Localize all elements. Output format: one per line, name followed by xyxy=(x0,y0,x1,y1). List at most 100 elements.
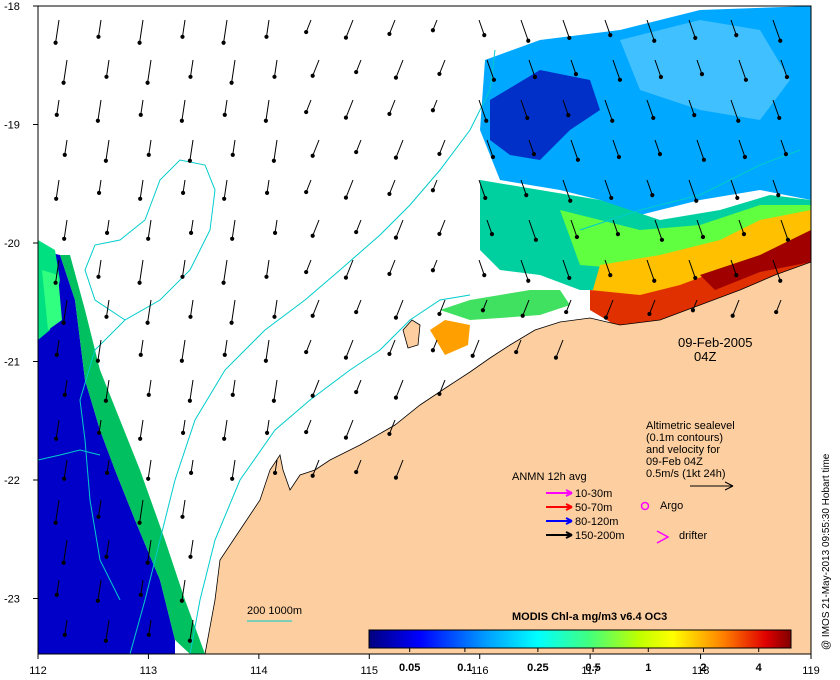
velocity-arrow xyxy=(646,179,655,198)
velocity-arrow xyxy=(520,299,530,318)
velocity-arrow xyxy=(562,19,572,41)
velocity-arrow xyxy=(272,459,278,475)
velocity-arrow xyxy=(688,19,698,41)
velocity-arrow xyxy=(343,339,354,360)
lon-tick-label: 114 xyxy=(250,665,268,677)
velocity-arrow xyxy=(780,139,789,157)
velocity-arrow xyxy=(187,139,194,163)
velocity-arrow xyxy=(222,419,228,441)
velocity-arrow xyxy=(304,339,312,355)
velocity-arrow xyxy=(646,259,657,283)
velocity-arrow xyxy=(272,59,278,79)
velocity-arrow xyxy=(393,139,404,160)
velocity-arrow xyxy=(310,59,320,78)
velocity-arrow xyxy=(187,619,194,643)
velocity-arrow xyxy=(138,179,144,201)
time-label: 04Z xyxy=(694,349,716,364)
velocity-arrow xyxy=(179,579,186,603)
svg-text:200 1000m: 200 1000m xyxy=(247,605,302,617)
velocity-arrow xyxy=(646,99,656,121)
velocity-arrow xyxy=(478,99,489,123)
velocity-arrow xyxy=(437,139,446,157)
velocity-arrow xyxy=(272,299,278,319)
velocity-arrow xyxy=(730,99,741,123)
velocity-arrow xyxy=(188,219,194,235)
velocity-arrow xyxy=(271,139,278,163)
colorbar-tick-label: 0.5 xyxy=(585,662,600,674)
colorbar-tick-label: 1 xyxy=(645,662,651,674)
lat-tick-label: -18 xyxy=(4,1,20,13)
colorbar-tick-label: 2 xyxy=(700,662,706,674)
velocity-arrow xyxy=(310,139,320,158)
velocity-arrow xyxy=(304,19,312,35)
velocity-arrow xyxy=(603,299,614,320)
velocity-arrow xyxy=(564,299,572,315)
velocity-arrow xyxy=(62,619,68,637)
velocity-arrow xyxy=(738,59,749,82)
velocity-arrow xyxy=(104,459,110,475)
svg-text:50-70m: 50-70m xyxy=(575,502,612,514)
svg-text:(0.1m contours): (0.1m contours) xyxy=(646,432,723,444)
velocity-arrow xyxy=(437,59,446,77)
velocity-arrow xyxy=(393,299,404,320)
velocity-arrow xyxy=(103,619,110,643)
velocity-arrow xyxy=(688,259,698,281)
velocity-arrow xyxy=(354,139,362,155)
velocity-arrow xyxy=(343,179,354,200)
velocity-arrow xyxy=(138,579,144,597)
velocity-arrow xyxy=(96,499,102,519)
velocity-arrow xyxy=(437,299,446,317)
velocity-arrow xyxy=(188,459,194,475)
velocity-arrow xyxy=(528,219,539,242)
velocity-arrow xyxy=(230,139,236,157)
velocity-arrow xyxy=(612,59,623,82)
velocity-arrow xyxy=(387,419,396,437)
velocity-arrow xyxy=(772,179,781,198)
velocity-arrow xyxy=(54,339,60,357)
velocity-arrow xyxy=(730,179,740,201)
velocity-arrow xyxy=(478,179,488,201)
svg-text:09-Feb 04Z: 09-Feb 04Z xyxy=(646,456,703,468)
velocity-arrow xyxy=(54,99,60,117)
velocity-arrow xyxy=(570,219,580,240)
land-mass xyxy=(204,261,811,654)
velocity-arrow xyxy=(138,99,144,117)
velocity-arrow xyxy=(180,419,186,435)
drifter-legend: drifter xyxy=(656,530,707,544)
longitude-axis: 112 113 114 115 116 117 118 119 xyxy=(29,654,820,677)
velocity-arrow xyxy=(393,459,404,480)
velocity-arrow xyxy=(53,499,60,525)
velocity-arrow xyxy=(230,379,236,397)
velocity-arrow xyxy=(393,219,404,240)
velocity-arrow xyxy=(437,379,446,397)
velocity-arrow xyxy=(310,459,320,478)
velocity-arrow xyxy=(62,219,68,241)
velocity-arrow xyxy=(354,59,362,75)
velocity-arrow xyxy=(221,19,228,45)
velocity-arrow xyxy=(62,459,68,481)
lat-tick-label: -21 xyxy=(4,357,20,369)
velocity-arrow xyxy=(264,179,270,195)
velocity-arrow xyxy=(520,19,531,43)
velocity-arrow xyxy=(264,259,270,279)
velocity-arrow xyxy=(222,99,228,117)
velocity-arrow xyxy=(730,259,739,278)
velocity-arrow xyxy=(138,339,144,357)
velocity-arrow xyxy=(430,339,438,353)
velocity-arrow xyxy=(62,379,68,397)
velocity-arrow xyxy=(354,459,362,475)
velocity-arrow xyxy=(354,379,362,395)
velocity-arrow xyxy=(514,339,522,355)
velocity-arrow xyxy=(387,99,396,117)
velocity-arrow xyxy=(772,259,783,283)
velocity-arrow xyxy=(478,259,487,278)
argo-marker xyxy=(640,501,650,511)
colorbar-title: MODIS Chl-a mg/m3 v6.4 OC3 xyxy=(512,611,667,623)
svg-text:Argo: Argo xyxy=(660,500,683,512)
velocity-arrow xyxy=(96,179,102,195)
velocity-arrow xyxy=(562,259,572,281)
velocity-arrow xyxy=(96,19,102,39)
colorbar-tick-label: 0.25 xyxy=(527,662,548,674)
velocity-arrow xyxy=(696,139,707,162)
